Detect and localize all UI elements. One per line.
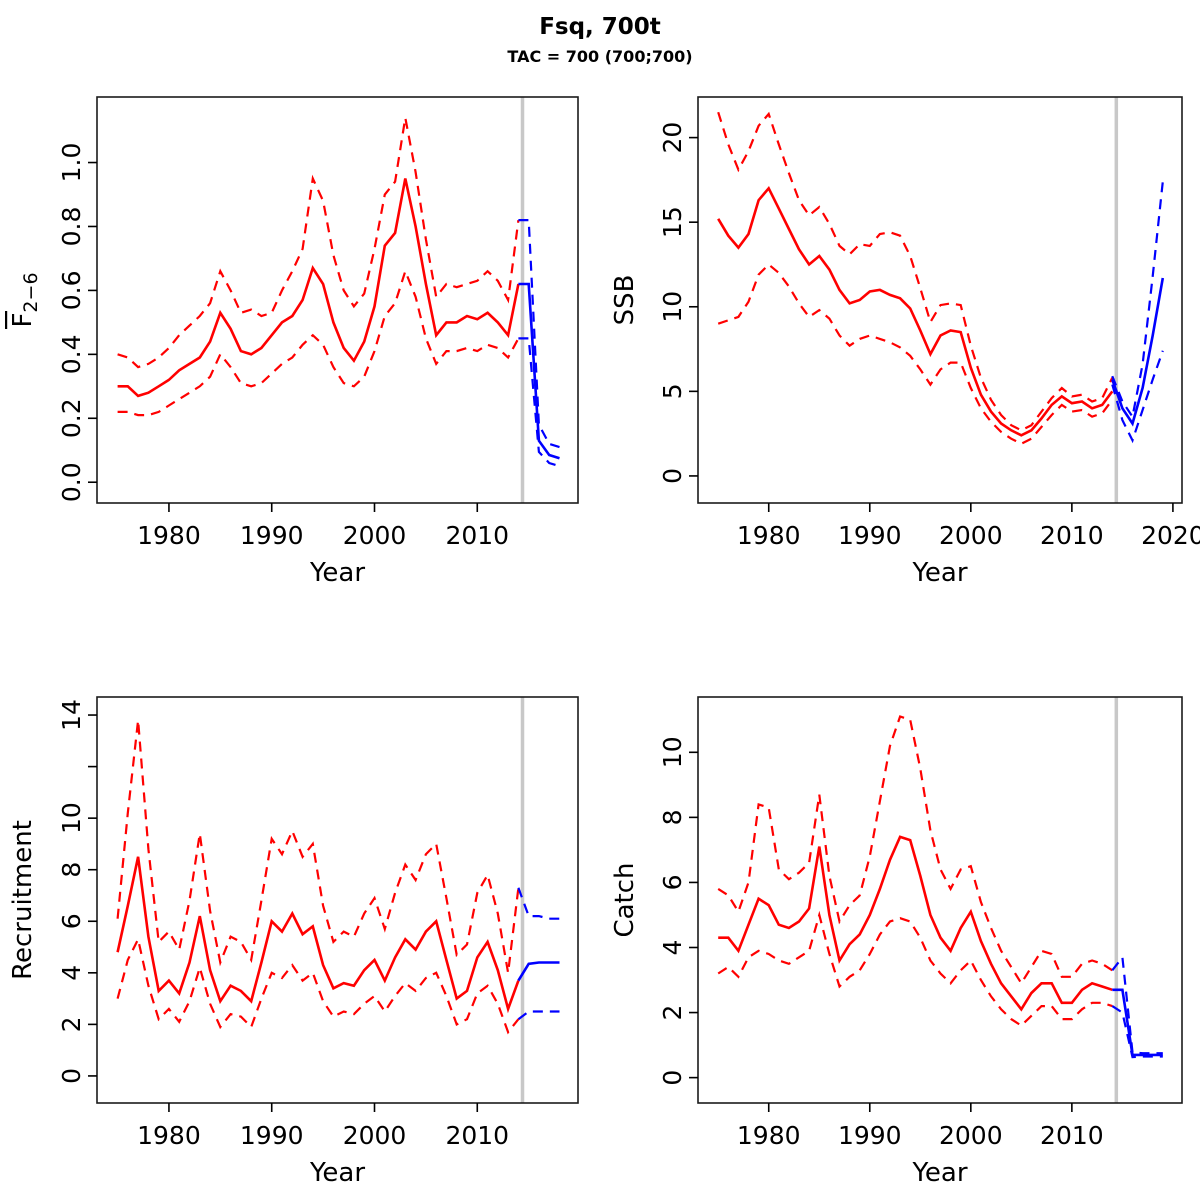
historical-upper-ci-line — [717, 111, 1114, 432]
historical-lower-ci-line — [717, 263, 1114, 446]
recruitment-chart: 1980 1990 2000 2010 0 2 4 6 8 10 14 Year Recruitment — [8, 696, 579, 1188]
forecast-upper-ci-line — [518, 219, 560, 449]
y-axis-label-text: SSB — [610, 275, 640, 326]
plot-border — [697, 696, 1183, 1104]
y-tick-label: 8 — [57, 862, 86, 878]
y-tick-label: 4 — [57, 965, 86, 981]
x-tick-label: 1980 — [737, 1121, 801, 1150]
y-axis-label-base: F — [8, 313, 38, 328]
y-tick-label: 8 — [658, 809, 687, 825]
x-tick-label: 1990 — [240, 1121, 304, 1150]
figure-title: Fsq, 700t — [539, 14, 661, 40]
panel-ssb: 1980 1990 2000 2010 2020 0 5 10 15 20 Year SSB — [600, 0, 1200, 600]
catch-chart: 1980 1990 2000 2010 0 2 4 6 8 10 Year Catch — [610, 696, 1183, 1188]
y-tick-label: 2 — [658, 1005, 687, 1021]
plot-border — [697, 96, 1183, 504]
historical-lower-ci-line — [117, 267, 520, 417]
x-tick-label: 2010 — [445, 521, 509, 550]
y-axis-label-text: Recruitment — [8, 820, 38, 980]
y-tick-label: 10 — [57, 802, 86, 834]
x-tick-label: 1990 — [240, 521, 304, 550]
x-tick-label: 2000 — [939, 521, 1003, 550]
historical-median-line — [117, 178, 520, 398]
forecast-upper-ci-line — [1111, 181, 1164, 420]
plot-border — [96, 696, 579, 1104]
x-axis-label: Year — [911, 558, 967, 588]
forecast-median-line — [1111, 277, 1165, 427]
y-tick-label: 0 — [658, 1070, 687, 1086]
y-tick-label: 14 — [57, 699, 86, 731]
x-tick-label: 2010 — [1040, 1121, 1104, 1150]
y-tick-label: 6 — [658, 874, 687, 890]
panel-fishing-mortality: 1980 1990 2000 2010 0.0 0.2 0.4 0.6 0.8 1.0 Year F2… — [0, 0, 600, 600]
x-tick-label: 2000 — [939, 1121, 1003, 1150]
historical-median-line — [718, 835, 1113, 1012]
x-tick-label: 1980 — [737, 521, 801, 550]
y-axis-label: Catch — [610, 862, 640, 937]
x-tick-label: 2020 — [1141, 521, 1200, 550]
x-tick-label: 2010 — [445, 1121, 509, 1150]
y-tick-label: 4 — [658, 940, 687, 956]
historical-upper-ci-line — [117, 117, 520, 369]
historical-lower-ci-line — [116, 936, 520, 1035]
f-bar-overline — [5, 311, 8, 329]
y-axis-label-text: F2−6 — [8, 272, 42, 327]
y-tick-label: 0.6 — [57, 271, 86, 311]
forecast-median-line — [517, 961, 560, 982]
forecast-median-line — [1112, 988, 1163, 1057]
historical-median-line — [717, 185, 1114, 437]
figure-subtitle: TAC = 700 (700;700) — [507, 47, 693, 66]
forecast-lower-ci-line — [1111, 1005, 1163, 1059]
x-tick-label: 2000 — [343, 1121, 407, 1150]
x-axis-label: Year — [309, 558, 365, 588]
y-tick-label: 1.0 — [57, 143, 86, 183]
y-tick-label: 10 — [658, 291, 687, 323]
forecast-lower-ci-line — [518, 337, 560, 468]
forecast-lower-ci-line — [1111, 350, 1164, 444]
forecast-upper-ci-line — [517, 887, 560, 920]
x-axis-label: Year — [309, 1158, 365, 1188]
y-tick-label: 0 — [658, 468, 687, 484]
panel-recruitment: 1980 1990 2000 2010 0 2 4 6 8 10 14 Year Recruitment — [0, 600, 600, 1200]
x-tick-label: 1990 — [838, 1121, 902, 1150]
ssb-chart: 1980 1990 2000 2010 2020 0 5 10 15 20 Year SSB — [610, 96, 1200, 588]
historical-upper-ci-line — [717, 715, 1113, 986]
y-axis-label: SSB — [610, 275, 640, 326]
x-tick-label: 1990 — [838, 521, 902, 550]
forecast-lower-ci-line — [517, 1010, 560, 1021]
plot-border — [96, 96, 579, 504]
historical-median-line — [116, 856, 520, 1014]
x-axis-label: Year — [911, 1158, 967, 1188]
y-tick-label: 10 — [658, 736, 687, 768]
historical-upper-ci-line — [116, 720, 520, 973]
forecast-upper-ci-line — [1111, 954, 1163, 1055]
x-tick-label: 1980 — [137, 1121, 201, 1150]
x-tick-label: 1980 — [137, 521, 201, 550]
y-tick-label: 0.4 — [57, 334, 86, 374]
y-axis-label-text: Catch — [610, 862, 640, 937]
y-axis-label: Recruitment — [8, 820, 38, 980]
y-tick-label: 20 — [658, 122, 687, 154]
y-tick-label: 2 — [57, 1016, 86, 1032]
y-tick-label: 6 — [57, 913, 86, 929]
y-tick-label: 0 — [57, 1068, 86, 1084]
x-tick-label: 2000 — [343, 521, 407, 550]
y-tick-label: 0.8 — [57, 207, 86, 247]
fishing-mortality-chart: 1980 1990 2000 2010 0.0 0.2 0.4 0.6 0.8 1.0 Year F2… — [5, 96, 579, 588]
historical-lower-ci-line — [717, 910, 1113, 1027]
y-tick-label: 0.0 — [57, 462, 86, 502]
y-axis-label-subscript: 2−6 — [20, 272, 42, 312]
x-tick-label: 2010 — [1040, 521, 1104, 550]
y-tick-label: 5 — [658, 383, 687, 399]
panel-catch: 1980 1990 2000 2010 0 2 4 6 8 10 Year Catch — [600, 600, 1200, 1200]
y-axis-label: F2−6 — [5, 272, 42, 329]
y-tick-label: 0.2 — [57, 398, 86, 438]
forecast-median-line — [518, 282, 560, 460]
y-tick-label: 15 — [658, 206, 687, 238]
